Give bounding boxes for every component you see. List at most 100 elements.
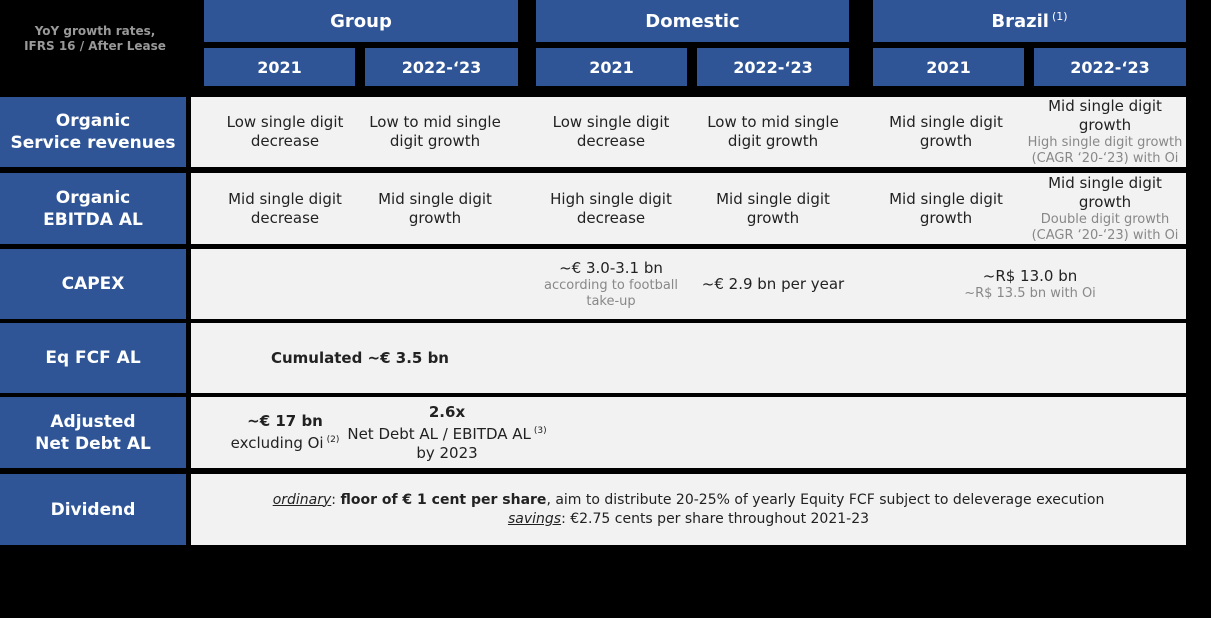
cell-line: Low single digit xyxy=(227,113,344,132)
group-header: Group xyxy=(204,0,518,42)
cell-text: ~€ 3.0-3.1 bn xyxy=(559,258,663,277)
cell-text: ~R$ 13.0 bn xyxy=(982,266,1078,285)
cell-text: growth xyxy=(919,132,973,150)
cell: ordinary: floor of € 1 cent per share, a… xyxy=(191,474,1186,545)
cell-line: digit growth xyxy=(728,132,818,151)
cell: Low to mid single digit growth xyxy=(360,97,510,167)
cell-line: Mid single digit xyxy=(716,190,830,209)
period-header: 2022-‘23 xyxy=(365,48,518,86)
cell-text: Low single digit xyxy=(552,113,670,131)
cell-text: decrease xyxy=(576,132,646,150)
cell-line: excluding Oi (2) xyxy=(231,431,340,453)
cell-text: Cumulated ~€ 3.5 bn xyxy=(270,348,449,367)
period-header: 2022-‘23 xyxy=(697,48,849,86)
row-label: CAPEX xyxy=(0,249,186,319)
cell-text: growth xyxy=(919,208,973,227)
note-line: IFRS 16 / After Lease xyxy=(24,39,166,53)
cell-line: Mid single digit growth xyxy=(1025,174,1185,212)
cell-text: excluding Oi xyxy=(230,434,324,452)
cell-text: decrease xyxy=(250,132,320,150)
cell-line: Mid single digit xyxy=(889,190,1003,209)
cell: Mid single digit growth xyxy=(871,97,1021,167)
cell-text: digit growth xyxy=(727,132,819,150)
dividend-text: : xyxy=(331,491,341,508)
dividend-text: : €2.75 cents per share throughout 2021-… xyxy=(561,510,870,527)
cell-line: by 2023 xyxy=(416,444,477,463)
dividend-line: savings: €2.75 cents per share throughou… xyxy=(508,510,869,529)
cell-line: Mid single digit xyxy=(228,190,342,209)
row-label-line: EBITDA AL xyxy=(43,209,143,230)
group-header: Brazil (1) xyxy=(873,0,1186,42)
row-label-line: Adjusted xyxy=(50,411,136,432)
row-label-line: CAPEX xyxy=(61,274,125,294)
cell: Low single digit decrease xyxy=(210,97,360,167)
cell: Mid single digit growth xyxy=(360,173,510,244)
cell-text: growth xyxy=(408,208,462,227)
cell-text: decrease xyxy=(576,208,646,227)
row-body xyxy=(191,97,1186,167)
row-label-line: Service revenues xyxy=(10,133,176,153)
row-label: Eq FCF AL xyxy=(0,323,186,393)
cell-line: Cumulated ~€ 3.5 bn xyxy=(271,349,449,368)
row-label: Dividend xyxy=(0,474,186,545)
row-body xyxy=(191,397,1186,468)
cell-line: Low single digit xyxy=(553,113,670,132)
period-header: 2022-‘23 xyxy=(1034,48,1186,86)
cell-line: growth xyxy=(920,209,972,228)
cell-line: ~€ 2.9 bn per year xyxy=(702,275,844,294)
cell: Mid single digit growth High single digit… xyxy=(1025,97,1185,167)
cell-line: ~€ 17 bn xyxy=(247,412,323,431)
row-label-line: Eq FCF AL xyxy=(45,348,141,368)
cell: Low to mid single digit growth xyxy=(698,97,848,167)
period-header: 2021 xyxy=(873,48,1024,86)
cell-text: 2.6x xyxy=(428,402,466,421)
cell-note: High single digit growth xyxy=(1027,135,1183,150)
cell: Mid single digit decrease xyxy=(210,173,360,244)
cell-line: growth xyxy=(409,209,461,228)
row-body xyxy=(191,173,1186,244)
cell-line: growth xyxy=(747,209,799,228)
cell-text: ~€ 2.9 bn per year xyxy=(701,274,845,293)
row-label-line: Net Debt AL xyxy=(35,433,151,454)
cell-text: by 2023 xyxy=(416,443,478,462)
cell: Mid single digit growth Double digit grow… xyxy=(1025,173,1185,244)
cell: ~€ 2.9 bn per year xyxy=(698,249,848,319)
cell-line: Mid single digit growth xyxy=(1025,97,1185,135)
row-label-line: Dividend xyxy=(50,499,136,520)
dividend-text: savings xyxy=(507,510,562,527)
footnote-ref: (1) xyxy=(1051,10,1068,23)
cell-text: Mid single digit growth xyxy=(1048,97,1162,134)
cell-line: 2.6x xyxy=(429,403,465,422)
cell-text: High single digit xyxy=(550,189,672,208)
cell-text: Low to mid single xyxy=(369,113,501,131)
cell: ~R$ 13.0 bn ~R$ 13.5 bn with Oi xyxy=(910,249,1150,319)
cell-text: ~€ 17 bn xyxy=(247,412,323,430)
note-line: YoY growth rates, xyxy=(34,24,156,38)
group-label: Brazil xyxy=(991,10,1049,32)
cell: Low single digit decrease xyxy=(536,97,686,167)
cell-line: Mid single digit xyxy=(889,113,1003,132)
row-label: Organic Service revenues xyxy=(0,97,186,167)
row-label-line: Organic xyxy=(55,111,131,131)
cell: 2.6x Net Debt AL / EBITDA AL (3) by 2023 xyxy=(337,397,557,468)
cell-line: Mid single digit xyxy=(378,190,492,209)
cell-line: decrease xyxy=(251,132,319,151)
cell: ~€ 3.0-3.1 bn according to football take-u… xyxy=(536,249,686,319)
row-label: Adjusted Net Debt AL xyxy=(0,397,186,468)
cell-text: Mid single digit xyxy=(378,189,492,208)
cell-note: (CAGR ‘20-‘23) with Oi xyxy=(1031,227,1179,243)
cell-text: Low single digit xyxy=(226,113,344,131)
row-label-line: Organic xyxy=(55,187,131,208)
cell-note: ~R$ 13.5 bn with Oi xyxy=(964,285,1096,301)
cell-text: Mid single digit growth xyxy=(1048,173,1162,211)
cell-text: decrease xyxy=(250,208,320,227)
cell-text: Low to mid single xyxy=(707,113,839,131)
cell: Cumulated ~€ 3.5 bn xyxy=(210,323,510,393)
header-note: YoY growth rates, IFRS 16 / After Lease xyxy=(0,24,190,54)
cell-note: Double digit growth xyxy=(1040,211,1170,227)
group-header: Domestic xyxy=(536,0,849,42)
row-label: Organic EBITDA AL xyxy=(0,173,186,244)
dividend-line: ordinary: floor of € 1 cent per share, a… xyxy=(273,491,1105,510)
cell-line: ~R$ 13.0 bn xyxy=(983,267,1078,286)
